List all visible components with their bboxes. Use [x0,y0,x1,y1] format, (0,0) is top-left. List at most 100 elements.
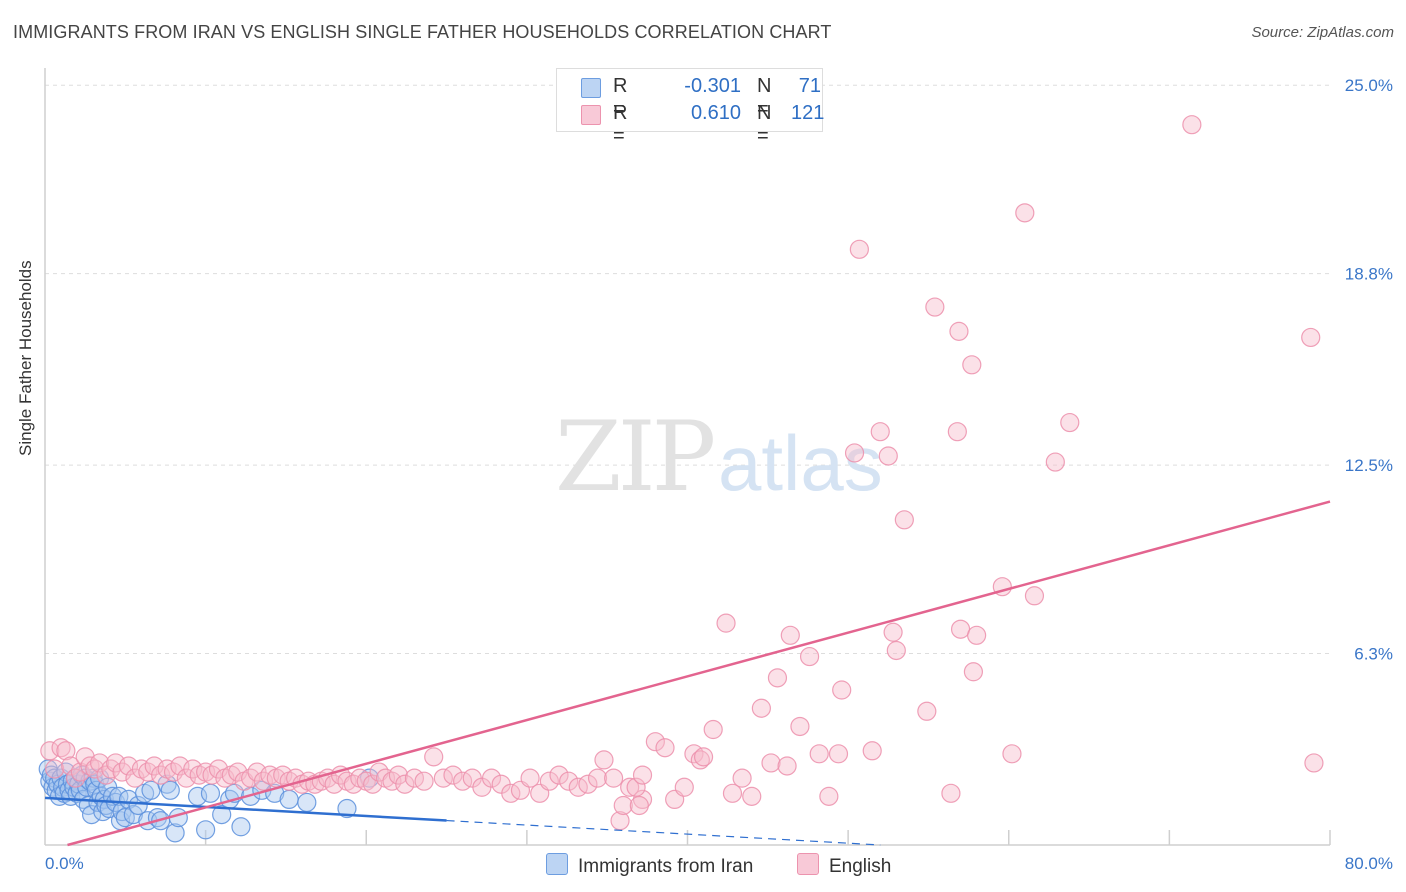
stats-legend: R = -0.301 N = 71 R = 0.610 N = 121 [556,68,825,147]
english-data-point [849,239,869,259]
english-data-point [632,789,653,810]
iran-data-point [212,805,232,825]
english-data-point [832,680,852,700]
english-trend-line [67,500,1331,847]
english-data-point [703,719,723,740]
english-data-point [549,765,569,785]
bottom-legend-iran[interactable]: Immigrants from Iran [546,853,753,878]
english-data-point [799,646,820,667]
english-data-point [941,783,961,803]
iran-data-point [297,792,317,813]
english-data-point [777,756,797,776]
english-data-point [481,768,502,788]
english-data-point [828,744,849,764]
bottom-legend-label: Immigrants from Iran [578,856,754,877]
legend-r-value: -0.301 [684,75,741,97]
iran-data-point [231,817,251,837]
chart-title: IMMIGRANTS FROM IRAN VS ENGLISH SINGLE F… [13,22,832,42]
english-data-point [690,750,710,770]
english-data-point [722,783,743,803]
english-data-point [844,443,865,463]
iran-data-point [128,795,148,816]
english-data-point [632,765,653,785]
y-tick-label: 6.3% [1354,645,1393,664]
legend-r-value: 0.610 [690,102,741,124]
watermark-zip: ZIP [555,401,714,513]
x-tick-label: 0.0% [45,854,84,873]
iran-data-point [81,805,102,825]
english-data-point [40,741,60,761]
english-data-point [578,774,598,794]
english-data-point [950,619,971,639]
trend-lines [44,500,1331,847]
legend-n-label: N = [757,102,772,147]
iran-data-point [279,789,299,810]
iran-trend-line [44,796,447,822]
english-data-point [1182,115,1202,135]
english-data-point [716,613,736,633]
y-tick-label: 18.8% [1345,265,1393,284]
bottom-legend-swatch-blue [546,853,568,875]
english-data-point [967,625,987,645]
english-data-point [56,741,76,761]
iran-data-point [123,805,143,825]
english-data-point [539,771,559,791]
english-data-point [626,777,646,797]
english-data-point [949,321,969,341]
iran-data-point [200,783,221,803]
english-data-point [1002,744,1022,764]
iran-data-point [337,798,357,819]
english-data-point [1304,753,1324,773]
english-data-point [559,771,579,791]
english-data-point [886,640,906,661]
legend-swatch-blue [581,78,601,98]
english-data-point [878,446,898,466]
english-data-point [1301,327,1321,348]
english-data-point [819,786,839,806]
axes [44,68,1331,846]
english-data-point [443,765,463,785]
english-data-point [629,795,649,816]
english-data-point [732,768,752,788]
iran-data-point [160,780,180,800]
english-data-point [870,422,890,442]
y-tick-label: 25.0% [1345,76,1393,95]
gridlines [45,84,1330,655]
y-tick-label: 12.5% [1345,456,1393,475]
english-data-point [963,662,984,682]
watermark-atlas: atlas [718,419,883,507]
english-data-point [780,625,800,645]
english-data-point [587,768,608,788]
english-data-point [1045,452,1065,472]
iran-data-point [165,823,185,843]
tick-labels: 6.3% 12.5% 18.8% 25.0% 0.0% 80.0% [45,76,1393,873]
english-data-point [742,786,762,806]
english-data-point [610,811,630,831]
english-data-point [751,698,771,718]
english-data-point [962,355,982,375]
english-data-point [594,750,614,770]
y-axis-title: Single Father Households [16,260,35,456]
english-data-point [61,756,81,776]
legend-n-value: 121 [791,102,825,124]
english-data-point [90,753,110,773]
legend-n-label: N = [757,75,772,120]
iran-data-point [196,820,216,840]
english-data-point [674,777,694,797]
iran-trend-line-extension [446,819,881,846]
english-data-point [925,297,945,317]
english-data-point [1015,203,1035,223]
english-data-point [620,777,640,797]
bottom-legend-english[interactable]: English [797,853,891,878]
english-data-point [1024,586,1045,606]
english-data-point [894,510,914,530]
english-data-point [613,795,633,816]
english-data-point [917,701,937,721]
english-data-point [395,774,415,794]
english-data-point [767,668,788,688]
english-data-point [693,747,714,767]
english-data-point [862,741,882,761]
bottom-legend-label: English [829,856,892,877]
english-data-point [424,747,444,767]
